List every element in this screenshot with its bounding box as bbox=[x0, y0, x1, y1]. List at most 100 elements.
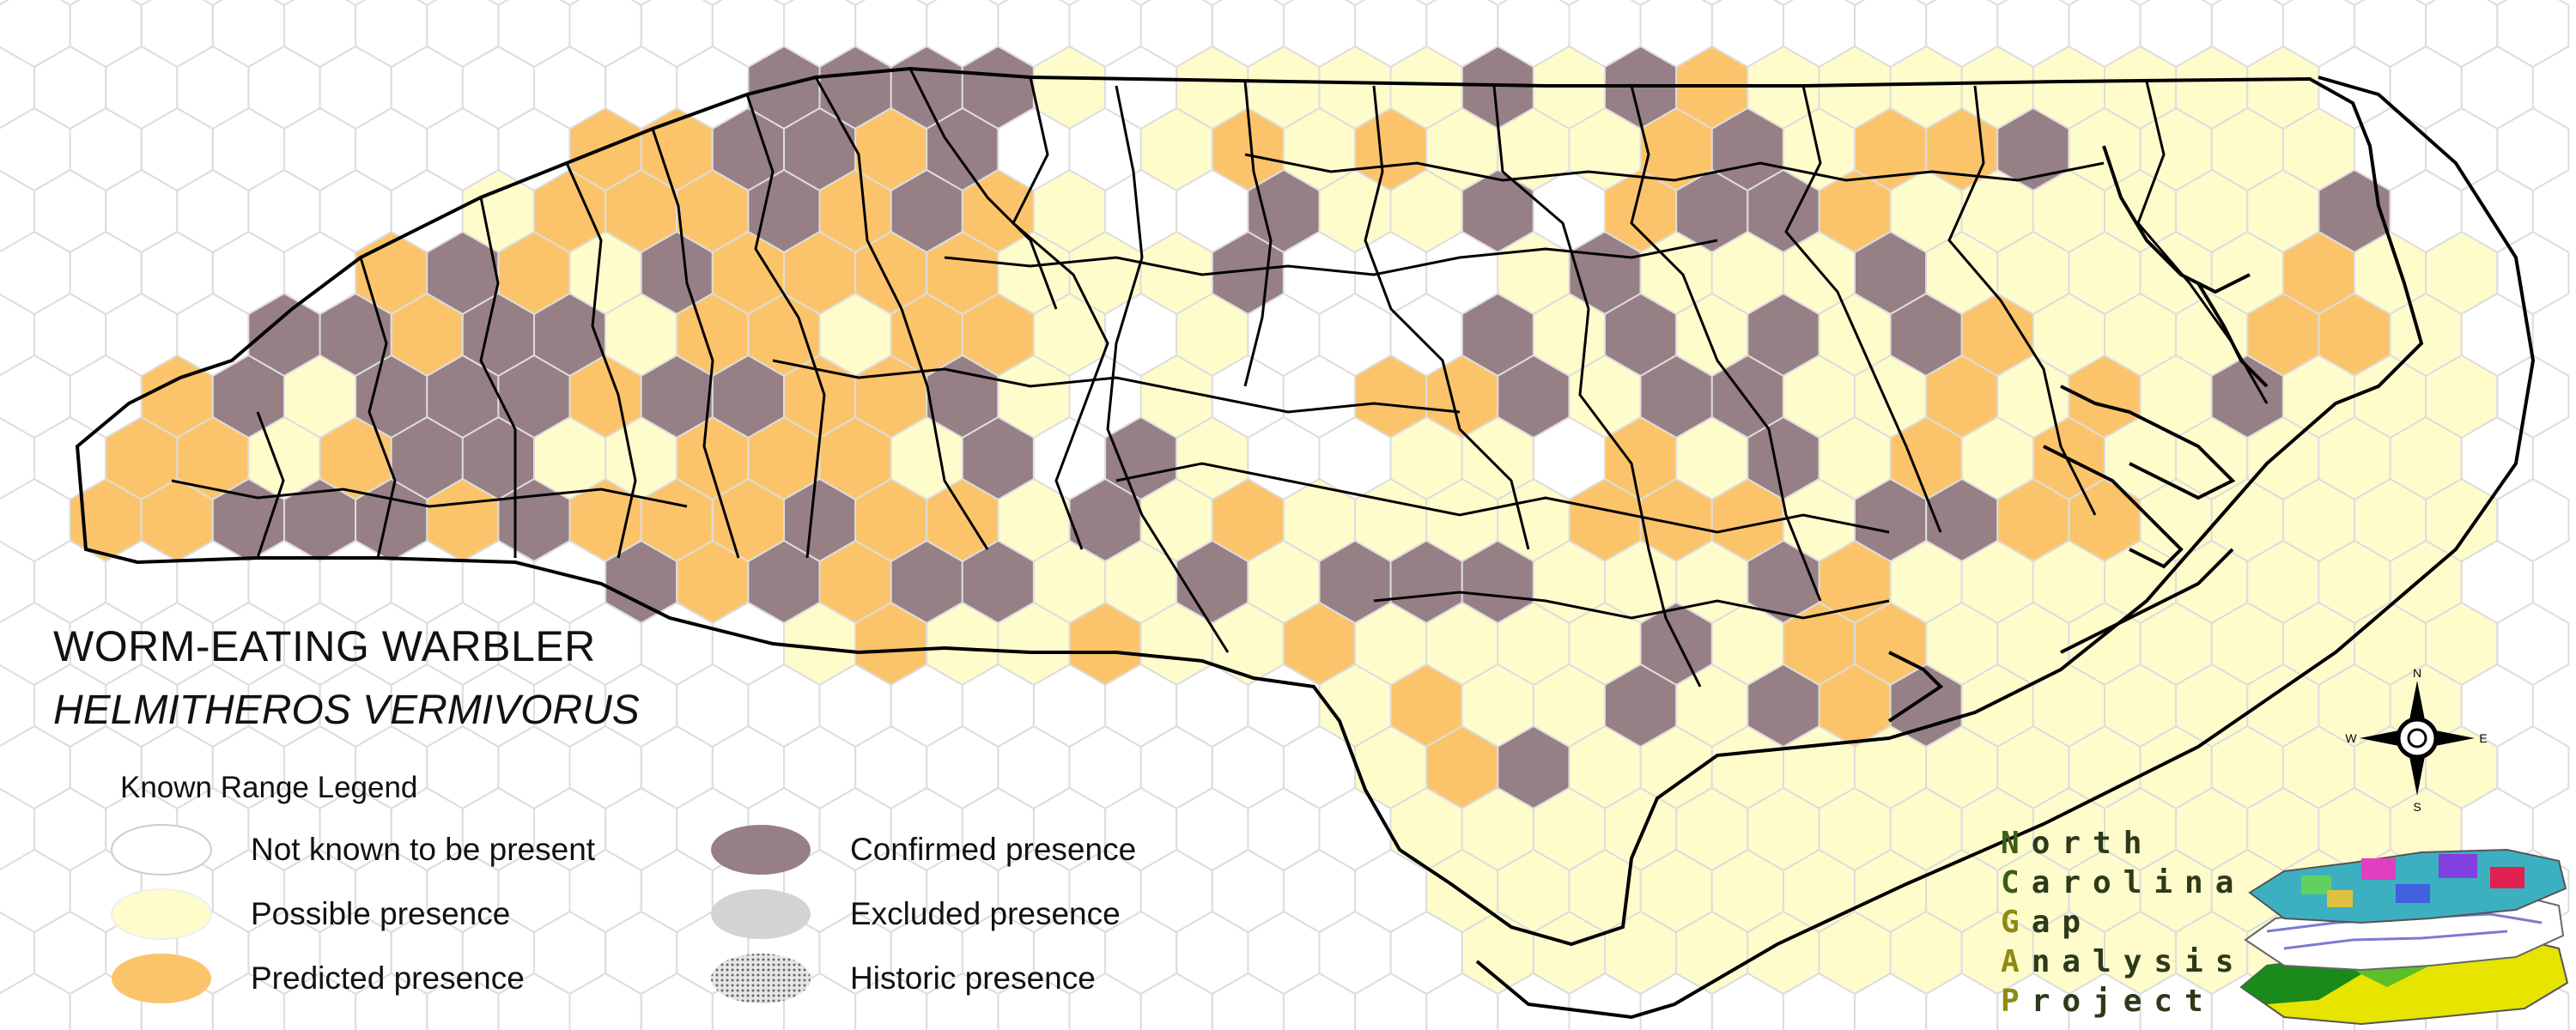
possible-swatch bbox=[111, 888, 212, 940]
logo-rest: roject bbox=[2031, 984, 2215, 1019]
hex-cell bbox=[211, 106, 285, 192]
logo-rest: orth bbox=[2031, 826, 2154, 861]
legend-item-excluded: Excluded presence bbox=[709, 884, 1121, 944]
hex-cell bbox=[140, 106, 214, 192]
hex-cell bbox=[926, 724, 999, 810]
hex-cell bbox=[2460, 45, 2534, 130]
hex-cell bbox=[1247, 910, 1321, 996]
hex-cell bbox=[1139, 724, 1213, 810]
hex-cell bbox=[0, 724, 71, 810]
hex-cell bbox=[1568, 972, 1642, 1030]
hex-cell bbox=[497, 0, 571, 69]
hex-cell bbox=[355, 0, 428, 69]
hex-cell bbox=[1211, 848, 1285, 934]
hex-cell bbox=[105, 45, 179, 130]
excluded-swatch bbox=[711, 889, 811, 939]
hex-cell bbox=[283, 972, 357, 1030]
legend-item-historic: Historic presence bbox=[709, 948, 1096, 1009]
hex-cell bbox=[854, 724, 928, 810]
hex-cell bbox=[1318, 910, 1392, 996]
hex-cell bbox=[1425, 972, 1499, 1030]
hex-cell bbox=[2496, 0, 2570, 69]
hex-cell bbox=[140, 230, 214, 316]
map-subtitle: HELMITHEROS VERMIVORUS bbox=[53, 688, 640, 733]
logo-cap: G bbox=[2001, 905, 2032, 940]
legend-item-possible: Possible presence bbox=[110, 884, 510, 944]
county-lines bbox=[171, 68, 2269, 688]
hex-cell bbox=[319, 45, 392, 130]
hex-cell bbox=[997, 972, 1071, 1030]
hex-cell bbox=[0, 972, 71, 1030]
project-logo-text: North Carolina Gap Analysis Project bbox=[2001, 824, 2245, 1021]
hex-cell bbox=[568, 972, 642, 1030]
hex-cell bbox=[2425, 106, 2499, 192]
hex-cell bbox=[2496, 106, 2570, 192]
hex-cell bbox=[1282, 972, 1357, 1030]
hex-cell bbox=[69, 106, 143, 192]
state-boundary bbox=[75, 66, 2424, 947]
hex-cell bbox=[0, 0, 71, 69]
hex-cell bbox=[2496, 601, 2570, 687]
hex-cell bbox=[1639, 972, 1713, 1030]
hex-cell bbox=[140, 0, 214, 69]
hex-cell bbox=[426, 0, 500, 69]
hex-cell bbox=[783, 972, 857, 1030]
hex-cell bbox=[1282, 848, 1357, 934]
coastal-sounds bbox=[1887, 145, 2269, 723]
logo-line-north: North bbox=[2001, 824, 2245, 863]
hex-cell bbox=[926, 972, 999, 1030]
hex-cell bbox=[1139, 972, 1213, 1030]
hex-cell bbox=[247, 168, 321, 254]
legend-label: Not known to be present bbox=[251, 832, 596, 867]
hex-cell bbox=[0, 848, 71, 934]
hex-cell bbox=[640, 972, 714, 1030]
hex-cell bbox=[854, 972, 928, 1030]
hex-cell bbox=[2068, 972, 2142, 1030]
hex-cell bbox=[1925, 972, 1999, 1030]
hex-cell bbox=[283, 106, 357, 192]
hex-cell bbox=[69, 0, 143, 69]
hex-cell bbox=[568, 724, 642, 810]
hex-cell bbox=[247, 45, 321, 130]
hex-cell bbox=[1139, 848, 1213, 934]
logo-cap: N bbox=[2001, 826, 2032, 861]
hex-cell bbox=[605, 786, 678, 872]
legend-label: Possible presence bbox=[251, 896, 511, 931]
hex-cell bbox=[2354, 0, 2427, 69]
hex-cell bbox=[1247, 786, 1321, 872]
predicted-swatch bbox=[112, 954, 211, 1003]
hex-cell bbox=[1176, 910, 1249, 996]
map-title: WORM-EATING WARBLER bbox=[53, 622, 596, 670]
hex-cell bbox=[0, 106, 71, 192]
hex-cell bbox=[426, 724, 500, 810]
hex-cell bbox=[105, 168, 179, 254]
hex-cell bbox=[997, 724, 1071, 810]
logo-rest: nalysis bbox=[2031, 944, 2246, 979]
legend-label: Predicted presence bbox=[251, 960, 525, 996]
logo-cap: A bbox=[2001, 944, 2032, 979]
hex-cell bbox=[2496, 477, 2570, 563]
legend-label: Historic presence bbox=[850, 960, 1096, 996]
logo-cap: P bbox=[2001, 984, 2032, 1019]
hex-cell bbox=[1497, 972, 1571, 1030]
legend-label: Excluded presence bbox=[850, 896, 1121, 931]
hex-cell bbox=[355, 972, 428, 1030]
historic-swatch bbox=[711, 954, 811, 1003]
hex-cell bbox=[33, 168, 107, 254]
hex-cell bbox=[1068, 724, 1142, 810]
hex-cell bbox=[0, 477, 71, 563]
hex-cell bbox=[1782, 972, 1856, 1030]
hex-cell bbox=[0, 230, 71, 316]
compass-w: W bbox=[2345, 731, 2357, 745]
hex-cell bbox=[640, 848, 714, 934]
hex-cell bbox=[355, 106, 428, 192]
hex-cell bbox=[1068, 972, 1142, 1030]
logo-rest: arolina bbox=[2031, 865, 2246, 900]
hex-cell bbox=[33, 910, 107, 996]
hex-cell bbox=[211, 0, 285, 69]
hex-cell bbox=[2496, 724, 2570, 810]
hex-cell bbox=[1354, 972, 1428, 1030]
hex-cell bbox=[605, 910, 678, 996]
hex-cell bbox=[2210, 972, 2284, 1030]
